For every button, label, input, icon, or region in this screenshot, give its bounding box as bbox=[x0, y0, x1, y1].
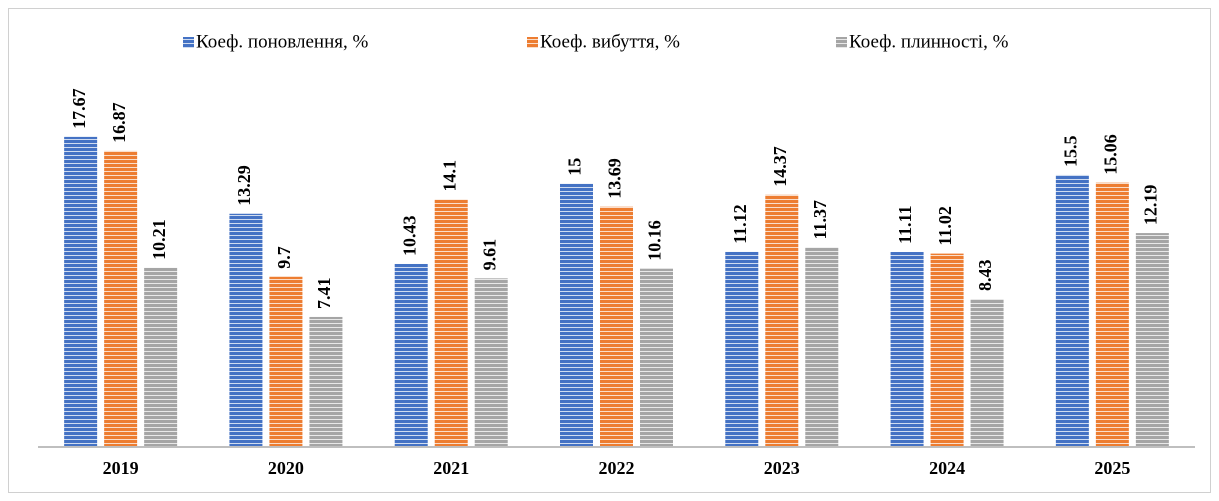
bar bbox=[560, 183, 593, 447]
data-label: 10.43 bbox=[399, 215, 419, 256]
bar bbox=[394, 263, 428, 447]
legend-label: Коеф. плинності, % bbox=[849, 31, 1009, 52]
bar bbox=[1135, 233, 1169, 447]
data-label: 7.41 bbox=[314, 277, 334, 309]
bar bbox=[765, 194, 799, 447]
x-tick-label: 2020 bbox=[268, 458, 304, 478]
data-label: 11.37 bbox=[810, 200, 830, 240]
bar bbox=[269, 276, 303, 447]
data-label: 14.37 bbox=[770, 146, 790, 187]
legend-label: Коеф. поновлення, % bbox=[196, 31, 368, 52]
legend-swatch bbox=[183, 37, 194, 48]
data-label: 13.69 bbox=[605, 158, 625, 199]
data-label: 10.21 bbox=[149, 219, 169, 260]
bar bbox=[970, 299, 1004, 447]
bar bbox=[309, 316, 343, 447]
data-label: 15 bbox=[565, 158, 585, 176]
data-label: 11.12 bbox=[730, 204, 750, 244]
data-label: 17.67 bbox=[69, 88, 89, 129]
bar bbox=[930, 253, 964, 447]
x-tick-label: 2019 bbox=[103, 458, 139, 478]
x-tick-label: 2023 bbox=[764, 458, 800, 478]
bar bbox=[725, 251, 759, 447]
data-label: 13.29 bbox=[234, 165, 254, 206]
bar bbox=[474, 278, 508, 447]
data-label: 16.87 bbox=[109, 102, 129, 142]
x-tick-label: 2025 bbox=[1094, 458, 1130, 478]
bar bbox=[104, 150, 138, 447]
x-tick-label: 2022 bbox=[599, 458, 635, 478]
bar bbox=[434, 199, 468, 447]
bar bbox=[1095, 182, 1129, 447]
data-label: 8.43 bbox=[975, 260, 995, 292]
bar bbox=[64, 136, 98, 448]
data-label: 9.7 bbox=[274, 246, 294, 269]
bar bbox=[890, 252, 924, 447]
data-label: 9.61 bbox=[479, 239, 499, 271]
bar bbox=[600, 206, 633, 447]
bar bbox=[1055, 174, 1089, 447]
x-tick-label: 2024 bbox=[929, 458, 965, 478]
bar bbox=[144, 267, 178, 447]
bar bbox=[805, 247, 839, 447]
bar bbox=[229, 213, 263, 447]
data-label: 15.5 bbox=[1060, 135, 1080, 167]
legend-swatch bbox=[836, 37, 847, 48]
legend-label: Коеф. вибуття, % bbox=[540, 31, 680, 52]
data-label: 10.16 bbox=[645, 220, 665, 261]
data-label: 14.1 bbox=[439, 160, 459, 192]
data-label: 11.02 bbox=[935, 206, 955, 246]
legend-swatch bbox=[527, 37, 538, 48]
data-label: 12.19 bbox=[1140, 185, 1160, 226]
x-tick-label: 2021 bbox=[433, 458, 469, 478]
data-label: 11.11 bbox=[895, 206, 915, 245]
bar bbox=[640, 268, 673, 447]
data-label: 15.06 bbox=[1100, 134, 1120, 175]
